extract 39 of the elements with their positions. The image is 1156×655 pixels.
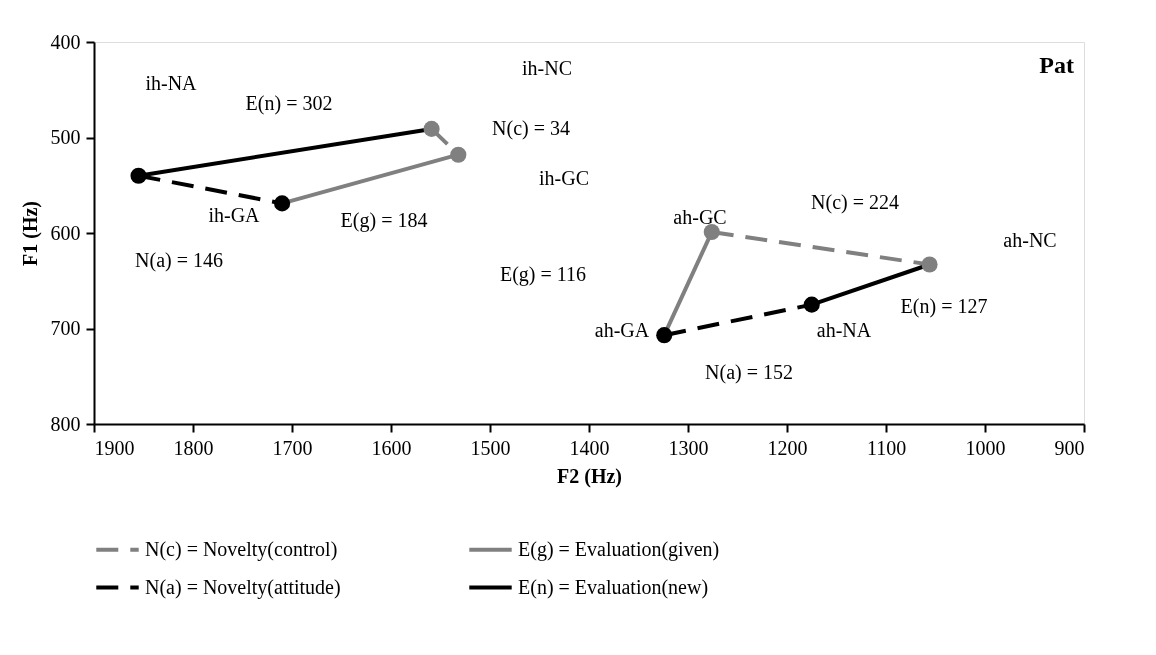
- x-tick-label: 1900: [94, 436, 135, 459]
- x-tick-label: 1400: [569, 436, 610, 459]
- legend-label: N(a) = Novelty(attitude): [145, 575, 341, 599]
- y-tick-label: 400: [50, 30, 81, 53]
- annotation: ih-GC: [539, 167, 589, 189]
- chart-title: Pat: [1039, 52, 1074, 78]
- annotation: E(n) = 127: [900, 295, 988, 318]
- annotation: ih-NC: [522, 57, 572, 79]
- annotation: N(a) = 146: [135, 249, 223, 272]
- annotation: ah-GC: [673, 206, 727, 228]
- x-tick-label: 1300: [668, 436, 709, 459]
- annotation: N(a) = 152: [705, 361, 793, 384]
- x-tick-label: 1700: [272, 436, 313, 459]
- x-tick-label: 1800: [173, 436, 214, 459]
- annotation: ah-NA: [816, 319, 872, 341]
- annotation: E(n) = 302: [245, 92, 333, 115]
- annotation: ih-NA: [145, 72, 198, 94]
- x-tick-label: 1600: [371, 436, 412, 459]
- annotation: ih-GA: [208, 204, 261, 226]
- y-axis-title: F1 (Hz): [18, 201, 42, 266]
- annotation: ah-NC: [1003, 229, 1057, 251]
- legend-label: E(n) = Evaluation(new): [518, 575, 709, 599]
- legend-label: N(c) = Novelty(control): [145, 537, 338, 561]
- annotation: ah-GA: [594, 319, 650, 341]
- y-tick-label: 600: [50, 221, 81, 244]
- annotation: E(g) = 116: [499, 263, 587, 286]
- annotation: N(c) = 224: [811, 191, 899, 214]
- x-tick-label: 1000: [965, 436, 1006, 459]
- y-tick-label: 800: [50, 412, 81, 435]
- x-tick-label: 1500: [470, 436, 511, 459]
- x-axis-title: F2 (Hz): [557, 464, 622, 488]
- y-tick-label: 700: [50, 317, 81, 339]
- x-tick-label: 1200: [767, 436, 808, 459]
- x-tick-label: 900: [1054, 436, 1085, 459]
- y-tick-label: 500: [50, 126, 81, 148]
- annotation: N(c) = 34: [492, 117, 570, 140]
- annotation: E(g) = 184: [340, 209, 428, 232]
- x-tick-label: 1100: [866, 436, 907, 459]
- legend-label: E(g) = Evaluation(given): [518, 537, 720, 561]
